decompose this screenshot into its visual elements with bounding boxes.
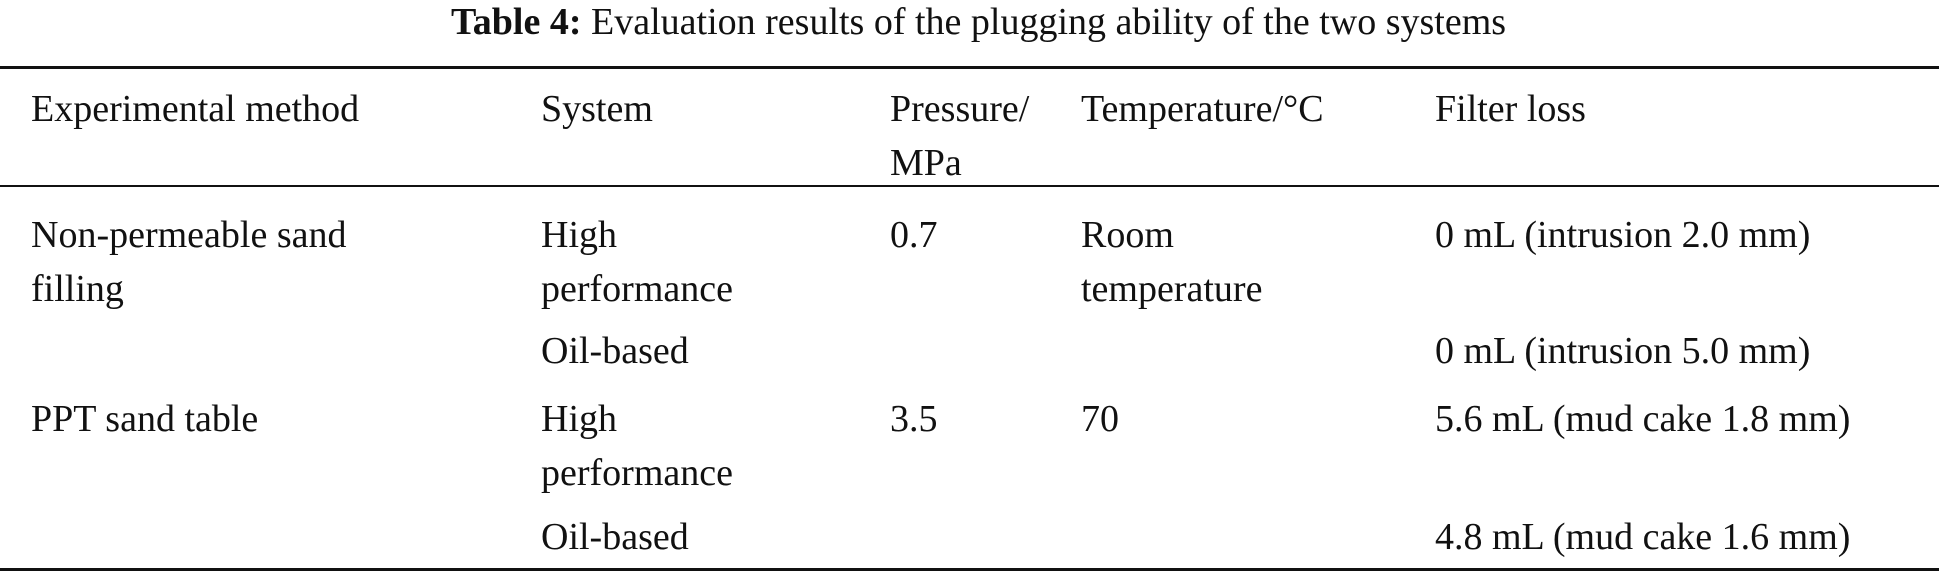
table-number: Table 4:: [450, 1, 582, 43]
cell-filter-loss: 5.6 mL (mud cake 1.8 mm): [1435, 398, 1851, 440]
cell-method: Non-permeable sand filling: [31, 214, 347, 310]
header-filter-loss: Filter loss: [1435, 88, 1586, 130]
cell-system: High performance: [541, 214, 733, 310]
cell-system: Oil-based: [541, 330, 689, 372]
cell-system: High performance: [541, 398, 733, 494]
header-experimental-method: Experimental method: [31, 88, 360, 130]
table-caption: Table 4: Evaluation results of the plugg…: [0, 0, 1957, 52]
table-top-rule: [0, 66, 1939, 69]
cell-method: PPT sand table: [31, 398, 259, 440]
cell-pressure: 0.7: [890, 214, 938, 256]
cell-system: Oil-based: [541, 516, 689, 558]
header-pressure: Pressure/ MPa: [890, 88, 1030, 184]
cell-filter-loss: 4.8 mL (mud cake 1.6 mm): [1435, 516, 1851, 558]
header-temperature: Temperature/°C: [1081, 88, 1324, 130]
table-title: Evaluation results of the plugging abili…: [591, 1, 1507, 43]
cell-filter-loss: 0 mL (intrusion 5.0 mm): [1435, 330, 1811, 372]
cell-filter-loss: 0 mL (intrusion 2.0 mm): [1435, 214, 1811, 256]
cell-pressure: 3.5: [890, 398, 938, 440]
table-bottom-rule: [0, 568, 1939, 571]
cell-temperature: Room temperature: [1081, 214, 1263, 310]
cell-temperature: 70: [1081, 398, 1119, 440]
header-system: System: [541, 88, 653, 130]
table-header-rule: [0, 185, 1939, 187]
